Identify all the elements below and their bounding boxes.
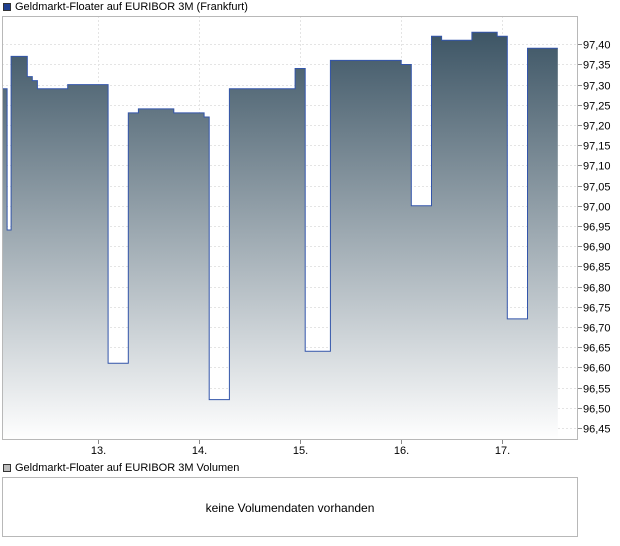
- plot-border: [2, 16, 578, 440]
- y-tick-label: 96,50: [583, 404, 611, 416]
- y-axis-ticks: 97,40 97,35 97,30 97,25 97,20 97,15 97,10 97,05…: [578, 40, 611, 436]
- y-tick-label: 97,00: [583, 202, 611, 214]
- price-legend-label: Geldmarkt-Floater auf EURIBOR 3M (Frankf…: [15, 1, 248, 13]
- y-tick-label: 96,90: [583, 242, 611, 254]
- y-tick-label: 97,10: [583, 161, 611, 173]
- x-tick-label: 13.: [91, 445, 106, 457]
- volume-legend-label: Geldmarkt-Floater auf EURIBOR 3M Volumen: [15, 462, 240, 474]
- y-tick-label: 96,45: [583, 424, 611, 436]
- y-tick-label: 96,55: [583, 384, 611, 396]
- y-tick-label: 97,05: [583, 182, 611, 194]
- y-tick-label: 97,40: [583, 40, 611, 52]
- y-tick-label: 96,95: [583, 222, 611, 234]
- x-axis-ticks: 13. 14. 15. 16. 17.: [91, 440, 510, 457]
- volume-legend: Geldmarkt-Floater auf EURIBOR 3M Volumen: [3, 461, 239, 475]
- y-tick-label: 97,35: [583, 60, 611, 72]
- no-volume-message: keine Volumendaten vorhanden: [205, 501, 375, 515]
- y-tick-label: 96,70: [583, 323, 611, 335]
- y-tick-label: 97,30: [583, 81, 611, 93]
- price-legend: Geldmarkt-Floater auf EURIBOR 3M (Frankf…: [3, 0, 248, 14]
- y-tick-label: 96,80: [583, 283, 611, 295]
- y-tick-label: 96,60: [583, 363, 611, 375]
- x-tick-label: 15.: [293, 445, 308, 457]
- x-tick-label: 14.: [192, 445, 207, 457]
- y-tick-label: 96,75: [583, 303, 611, 315]
- volume-panel: keine Volumendaten vorhanden: [2, 477, 578, 537]
- y-tick-label: 97,15: [583, 141, 611, 153]
- x-tick-label: 16.: [394, 445, 409, 457]
- y-tick-label: 97,20: [583, 121, 611, 133]
- price-area-fill: [2, 32, 558, 440]
- x-tick-label: 17.: [495, 445, 510, 457]
- y-tick-label: 96,65: [583, 343, 611, 355]
- y-tick-label: 97,25: [583, 101, 611, 113]
- price-line: [2, 31, 558, 401]
- price-legend-swatch: [3, 3, 11, 11]
- y-tick-label: 96,85: [583, 262, 611, 274]
- volume-legend-swatch: [3, 464, 11, 472]
